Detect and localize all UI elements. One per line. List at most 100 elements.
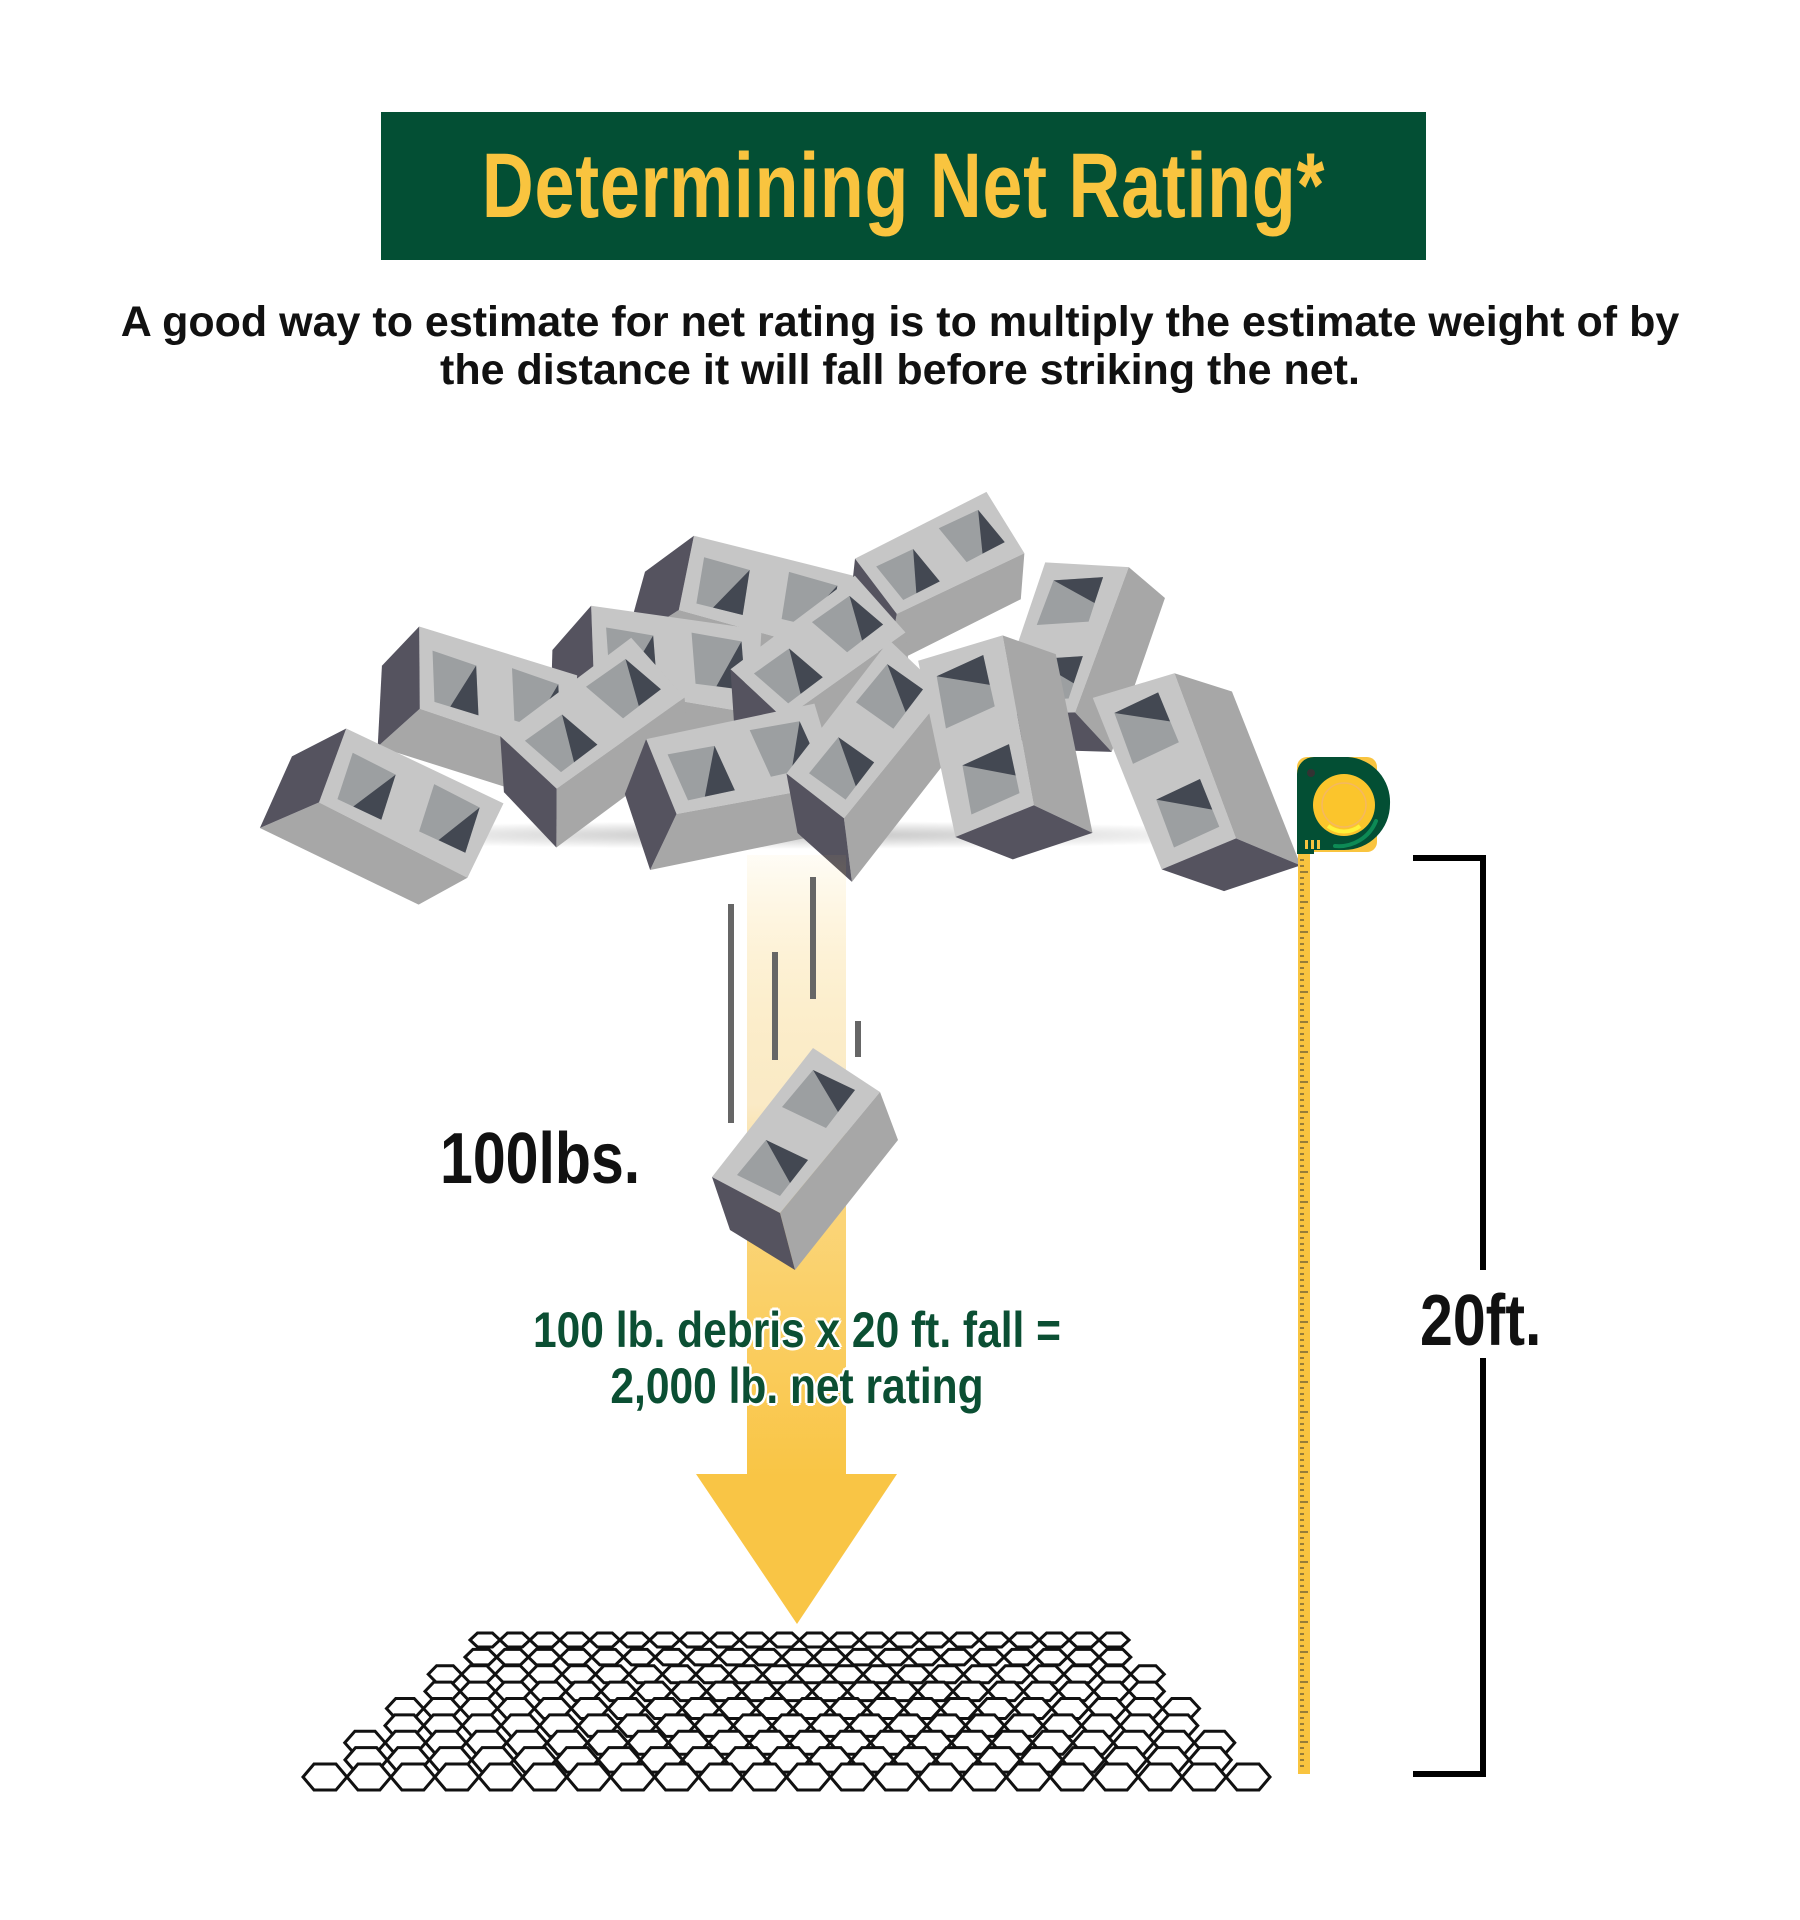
net-cell: [748, 1647, 785, 1667]
net-cell: [874, 1647, 911, 1667]
net-cell: [1001, 1647, 1038, 1667]
net-cell: [617, 1631, 652, 1649]
net-cell: [1066, 1631, 1102, 1649]
net-cell: [1006, 1631, 1042, 1649]
net-cell: [917, 1631, 952, 1649]
net-cell: [1061, 1664, 1100, 1685]
net-cell: [621, 1647, 658, 1667]
net-cell: [587, 1631, 622, 1649]
formula-text: 100 lb. debris x 20 ft. fall = 2,000 lb.…: [500, 1302, 1095, 1414]
net-cell: [1036, 1631, 1072, 1649]
net-cell: [727, 1664, 765, 1685]
net-cell: [526, 1664, 565, 1685]
net-cell: [684, 1647, 721, 1667]
net-cell: [916, 1762, 965, 1792]
net-cell: [767, 1631, 802, 1649]
net-cell: [493, 1664, 531, 1685]
net-cell: [707, 1631, 742, 1649]
net-cell: [557, 1647, 594, 1667]
net-cell: [344, 1762, 393, 1792]
net-cell: [677, 1631, 712, 1649]
net-cell: [608, 1762, 657, 1792]
net-cell: [894, 1664, 933, 1685]
net-cell: [589, 1647, 626, 1667]
net-cell: [794, 1664, 832, 1685]
net-cell: [779, 1647, 816, 1667]
net-cell: [467, 1631, 503, 1649]
page-title: Determining Net Rating*: [481, 134, 1326, 237]
net-cell: [947, 1631, 982, 1649]
net-cell: [827, 1664, 866, 1685]
net-cell: [462, 1647, 499, 1667]
net-cell: [1065, 1647, 1102, 1667]
net-cell: [494, 1647, 531, 1667]
cinder-block-pile-icon: [245, 453, 1360, 940]
net-cell: [1128, 1664, 1167, 1685]
net-cell: [1136, 1762, 1185, 1792]
formula-line-2: 2,000 lb. net rating: [610, 1358, 984, 1414]
net-cell: [527, 1631, 563, 1649]
net-cell: [887, 1631, 922, 1649]
net-cell: [459, 1664, 498, 1685]
net-cell: [843, 1647, 880, 1667]
net-cell: [432, 1762, 481, 1792]
net-cell: [301, 1762, 349, 1792]
net-cell: [760, 1664, 799, 1685]
net-cell: [426, 1664, 464, 1685]
net-cell: [653, 1647, 690, 1667]
net-cell: [740, 1762, 789, 1792]
net-cell: [857, 1631, 892, 1649]
net-cell: [1004, 1762, 1053, 1792]
net-cell: [977, 1631, 1012, 1649]
motion-lines: [728, 877, 861, 1123]
net-cell: [906, 1647, 943, 1667]
safety-net-icon: [301, 1631, 1272, 1792]
intro-text: A good way to estimate for net rating is…: [120, 298, 1680, 394]
height-bracket: [1413, 855, 1486, 1777]
net-cell: [1095, 1664, 1133, 1685]
net-cell: [784, 1762, 833, 1792]
net-cell: [559, 1664, 598, 1685]
net-cell: [476, 1762, 525, 1792]
net-cell: [1092, 1762, 1141, 1792]
net-cell: [647, 1631, 682, 1649]
net-cell: [1180, 1762, 1229, 1792]
net-cell: [593, 1664, 632, 1685]
net-cell: [811, 1647, 848, 1667]
net-cell: [716, 1647, 753, 1667]
title-banner: Determining Net Rating*: [381, 112, 1426, 260]
net-cell: [1028, 1664, 1066, 1685]
net-cell: [520, 1762, 569, 1792]
net-cell: [927, 1664, 966, 1685]
net-cell: [960, 1762, 1009, 1792]
net-cell: [497, 1631, 533, 1649]
net-cell: [861, 1664, 899, 1685]
net-cell: [1096, 1647, 1133, 1667]
net-cell: [1096, 1631, 1132, 1649]
net-cell: [827, 1631, 862, 1649]
net-cell: [1048, 1762, 1097, 1792]
net-cell: [660, 1664, 698, 1685]
net-cell: [797, 1631, 832, 1649]
falling-cinder-block-icon: [712, 1048, 898, 1270]
net-cell: [626, 1664, 665, 1685]
weight-label: 100lbs.: [440, 1119, 641, 1199]
net-cell: [970, 1647, 1007, 1667]
net-cell: [872, 1762, 921, 1792]
net-cell: [388, 1762, 437, 1792]
tape-measure-icon: [1297, 757, 1391, 1774]
height-label: 20ft.: [1420, 1281, 1542, 1361]
net-cell: [526, 1647, 563, 1667]
net-cell: [938, 1647, 975, 1667]
net-cell: [557, 1631, 593, 1649]
net-cell: [994, 1664, 1033, 1685]
formula-line-1: 100 lb. debris x 20 ft. fall =: [533, 1302, 1061, 1358]
net-cell: [693, 1664, 732, 1685]
net-cell: [1033, 1647, 1070, 1667]
net-cell: [828, 1762, 877, 1792]
net-cell: [564, 1762, 613, 1792]
net-cell: [652, 1762, 701, 1792]
net-cell: [961, 1664, 1000, 1685]
net-cell: [1224, 1762, 1272, 1792]
